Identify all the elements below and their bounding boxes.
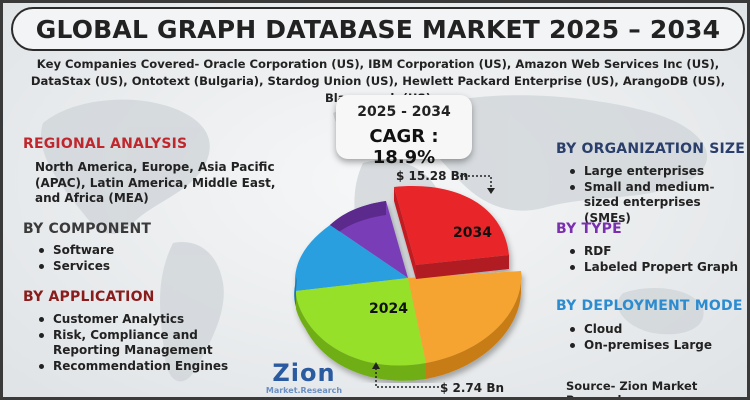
world-map-background (41, 95, 708, 382)
deployment-mode-list: Cloud On-premises Large (566, 322, 712, 353)
list-item: Small and medium-sized enterprises (SMEs… (566, 180, 746, 227)
list-item: Customer Analytics (35, 312, 235, 328)
list-item: Large enterprises (566, 164, 746, 180)
value-2034-label: $ 15.28 Bn (396, 169, 469, 183)
component-heading: BY COMPONENT (23, 221, 152, 237)
list-item: Risk, Compliance and Reporting Managemen… (35, 328, 235, 359)
list-item: RDF (566, 244, 738, 260)
pie-label-2034: 2034 (453, 225, 492, 241)
list-item: Recommendation Engines (35, 359, 235, 375)
pie-slice-purple-side (330, 201, 386, 239)
list-item: Labeled Propert Graph (566, 260, 738, 276)
type-list: RDF Labeled Propert Graph (566, 244, 738, 275)
application-list: Customer Analytics Risk, Compliance and … (35, 312, 235, 374)
deployment-mode-heading: BY DEPLOYMENT MODE (556, 298, 743, 314)
regional-analysis-text: North America, Europe, Asia Pacific (APA… (35, 160, 276, 205)
list-item: On-premises Large (566, 338, 712, 354)
zion-logo: Zion Market.Research (259, 359, 349, 397)
pie-slice-blue (294, 225, 408, 291)
cagr-years: 2025 - 2034 (357, 104, 451, 120)
pie-label-2024: 2024 (369, 301, 408, 317)
pie-slice-green-side (296, 291, 426, 381)
market-pie-chart: 2034 2024 (294, 186, 522, 381)
logo-sub: Market.Research (265, 386, 343, 395)
organization-size-list: Large enterprises Small and medium-sized… (566, 164, 746, 226)
source-text: Source- Zion Market Research (566, 379, 698, 400)
pie-slice-red (394, 186, 509, 265)
logo-main: Zion (272, 359, 336, 387)
value-2024-leader (372, 362, 439, 388)
component-list: Software Services (35, 243, 114, 274)
pie-slice-red-side (416, 255, 509, 279)
application-heading: BY APPLICATION (23, 289, 155, 305)
title-banner: GLOBAL GRAPH DATABASE MARKET 2025 – 2034 (11, 7, 745, 51)
cagr-box: 2025 - 2034 CAGR : 18.9% (336, 95, 472, 168)
list-item: Cloud (566, 322, 712, 338)
regional-analysis-heading: REGIONAL ANALYSIS (23, 136, 188, 152)
list-item: Services (35, 259, 114, 275)
type-heading: BY TYPE (556, 221, 622, 237)
page-title: GLOBAL GRAPH DATABASE MARKET 2025 – 2034 (35, 15, 721, 44)
pie-slice-orange (408, 271, 522, 363)
value-2024-label: $ 2.74 Bn (440, 381, 505, 395)
value-2034-leader (460, 175, 495, 194)
pie-slice-orange-side (426, 271, 522, 379)
list-item: Software (35, 243, 114, 259)
pie-slice-blue-side (294, 277, 297, 307)
organization-size-heading: BY ORGANIZATION SIZE (556, 141, 746, 157)
key-companies-text: Key Companies Covered- Oracle Corporatio… (30, 57, 726, 105)
pie-slice-green (296, 278, 426, 366)
cagr-value: CAGR : 18.9% (369, 126, 439, 168)
